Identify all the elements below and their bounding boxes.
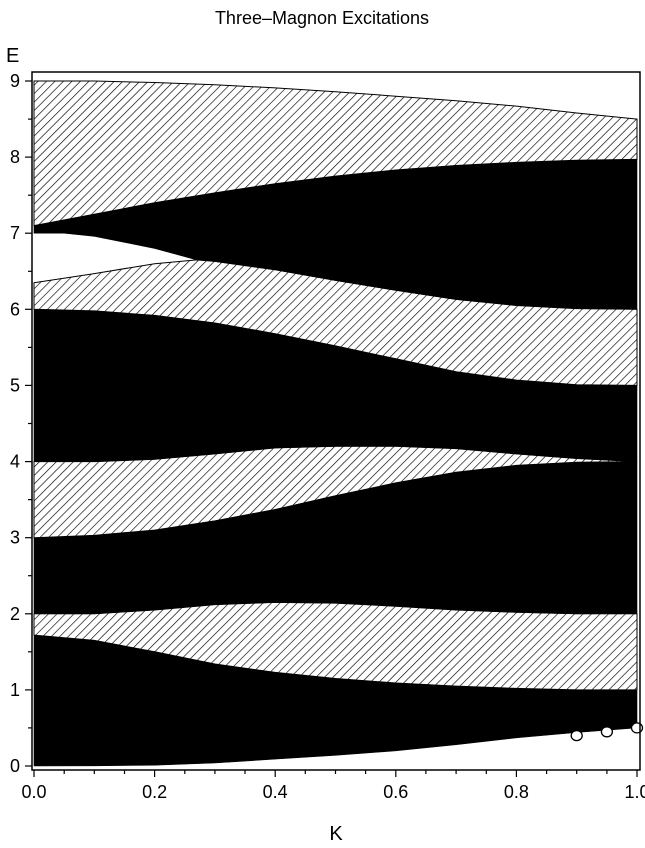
x-tick-label: 1.0 [624,782,645,802]
data-marker [630,722,644,734]
x-tick-label: 0.2 [142,782,167,802]
data-marker [600,726,614,738]
y-tick-label: 7 [10,223,20,243]
x-tick-label: 0.6 [383,782,408,802]
y-tick-label: 0 [10,756,20,776]
x-tick-label: 0.0 [21,782,46,802]
x-tick-label: 0.8 [504,782,529,802]
y-tick-label: 9 [10,71,20,91]
y-axis: 0 1 2 3 4 5 6 7 8 9 [10,71,32,776]
band-8-hatch [33,80,638,227]
y-axis-label: E [6,45,19,67]
band-layer [33,80,638,767]
y-tick-label: 1 [10,680,20,700]
y-tick-label: 6 [10,299,20,319]
y-tick-label: 3 [10,528,20,548]
x-axis: 0.0 0.2 0.4 0.6 0.8 1.0 [21,770,645,802]
y-tick-label: 5 [10,375,20,395]
chart-title: Three–Magnon Excitations [215,8,429,28]
y-tick-label: 2 [10,604,20,624]
x-tick-label: 0.4 [263,782,288,802]
data-marker [570,729,583,742]
y-tick-label: 8 [10,147,20,167]
x-axis-label: K [329,823,343,845]
y-tick-label: 4 [10,452,20,472]
